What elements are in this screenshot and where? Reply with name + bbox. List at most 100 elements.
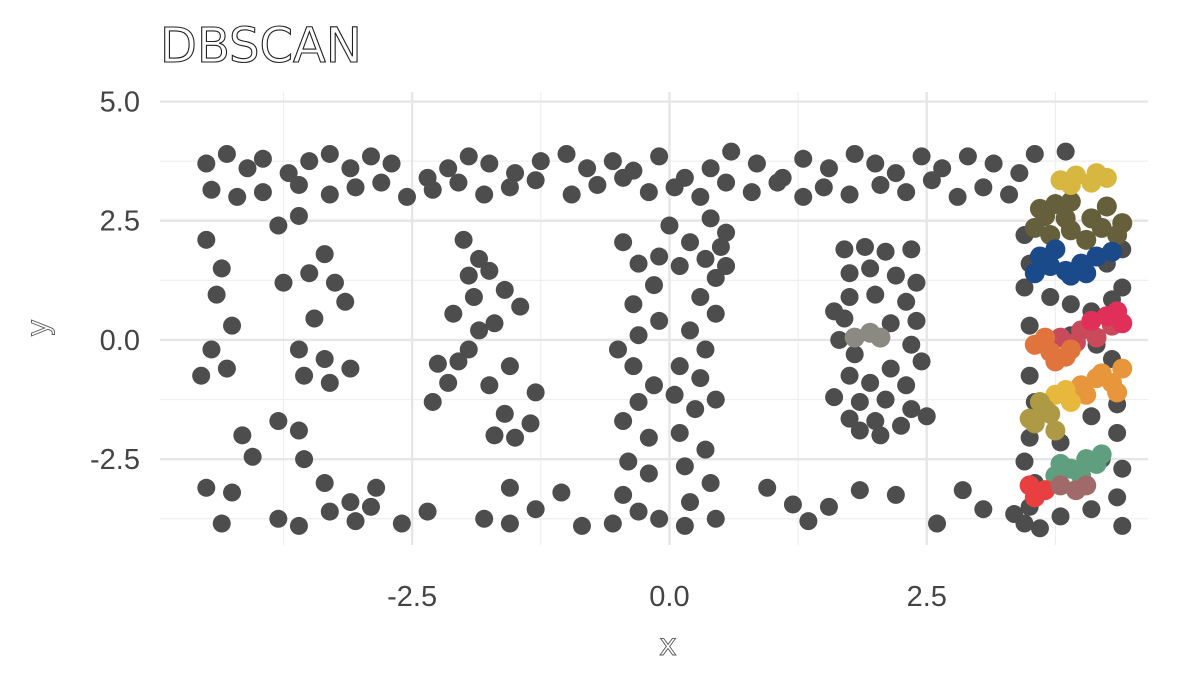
cluster-3-point <box>1101 241 1122 262</box>
noise-point <box>217 359 236 378</box>
noise-point <box>717 257 736 276</box>
cluster-7-point <box>1091 363 1112 384</box>
noise-point <box>886 266 905 285</box>
noise-point <box>706 304 725 323</box>
noise-point <box>650 147 669 166</box>
noise-point <box>645 276 663 295</box>
noise-point <box>269 216 288 235</box>
noise-point <box>223 483 242 502</box>
noise-point <box>212 259 231 278</box>
noise-point <box>876 242 895 261</box>
noise-point <box>1113 516 1132 535</box>
noise-point <box>1113 459 1132 478</box>
noise-point <box>444 304 463 323</box>
noise-point <box>197 478 216 497</box>
cluster-3-point <box>1060 265 1081 286</box>
noise-point <box>295 450 314 469</box>
noise-point <box>928 514 947 533</box>
noise-point <box>1113 278 1132 297</box>
noise-point <box>300 152 319 171</box>
noise-point <box>691 369 710 388</box>
noise-point <box>346 178 365 197</box>
noise-point <box>279 164 298 183</box>
noise-point <box>717 223 736 242</box>
noise-point <box>696 340 715 359</box>
noise-point <box>783 495 802 514</box>
noise-point <box>614 168 633 187</box>
noise-point <box>794 187 813 206</box>
noise-point <box>475 509 494 528</box>
noise-point <box>197 230 216 249</box>
noise-point <box>850 392 869 411</box>
noise-point <box>439 373 458 392</box>
noise-point <box>897 183 916 202</box>
noise-point <box>850 481 869 500</box>
noise-point <box>722 142 741 161</box>
noise-point <box>645 376 663 395</box>
noise-point <box>315 474 334 493</box>
noise-point <box>341 493 360 512</box>
noise-point <box>500 357 519 376</box>
noise-point <box>480 261 499 280</box>
noise-point <box>485 426 504 445</box>
noise-point <box>223 316 242 335</box>
data-points <box>192 142 1133 538</box>
noise-point <box>840 264 859 283</box>
noise-point <box>228 187 247 206</box>
cluster-3-point <box>1076 263 1097 284</box>
noise-point <box>912 352 931 371</box>
noise-point <box>1020 366 1039 385</box>
noise-point <box>871 426 890 445</box>
y-tick-labels: 5.0 2.5 0.0 -2.5 <box>90 87 140 477</box>
noise-point <box>274 273 293 292</box>
noise-point <box>197 154 216 173</box>
noise-point <box>578 159 597 178</box>
noise-point <box>1015 452 1034 471</box>
noise-point <box>614 485 633 504</box>
noise-point <box>706 390 725 409</box>
noise-point <box>367 478 386 497</box>
noise-point <box>459 340 478 359</box>
noise-point <box>953 481 972 500</box>
noise-point <box>650 247 669 266</box>
cluster-3-point <box>1024 263 1045 284</box>
noise-point <box>315 245 334 264</box>
noise-point <box>1041 288 1060 307</box>
noise-point <box>1061 295 1080 314</box>
noise-point <box>320 373 339 392</box>
noise-point <box>526 500 545 519</box>
noise-point <box>500 178 519 197</box>
noise-point <box>557 144 576 163</box>
y-tick-label: 2.5 <box>100 206 140 238</box>
noise-point <box>742 183 761 202</box>
noise-point <box>881 359 900 378</box>
noise-point <box>840 288 859 307</box>
noise-point <box>398 187 416 206</box>
noise-point <box>608 340 627 359</box>
noise-point <box>681 233 700 252</box>
noise-point <box>650 509 669 528</box>
noise-point <box>207 285 226 304</box>
noise-point <box>825 388 844 407</box>
noise-point <box>243 447 262 466</box>
cluster-13-point <box>844 327 865 348</box>
noise-point <box>1108 423 1127 442</box>
noise-point <box>660 216 679 235</box>
noise-point <box>423 392 442 411</box>
noise-point <box>382 154 401 173</box>
grid-lines <box>160 92 1148 545</box>
noise-point <box>500 478 519 497</box>
noise-point <box>1020 316 1039 335</box>
y-tick-label: -2.5 <box>90 444 140 476</box>
noise-point <box>588 175 607 194</box>
cluster-3-point <box>1029 246 1050 267</box>
noise-point <box>614 233 633 252</box>
noise-point <box>814 178 833 197</box>
noise-point <box>639 428 658 447</box>
noise-point <box>1056 142 1075 161</box>
noise-point <box>423 180 442 199</box>
noise-point <box>1030 519 1049 538</box>
noise-point <box>531 152 550 171</box>
noise-point <box>624 295 643 314</box>
